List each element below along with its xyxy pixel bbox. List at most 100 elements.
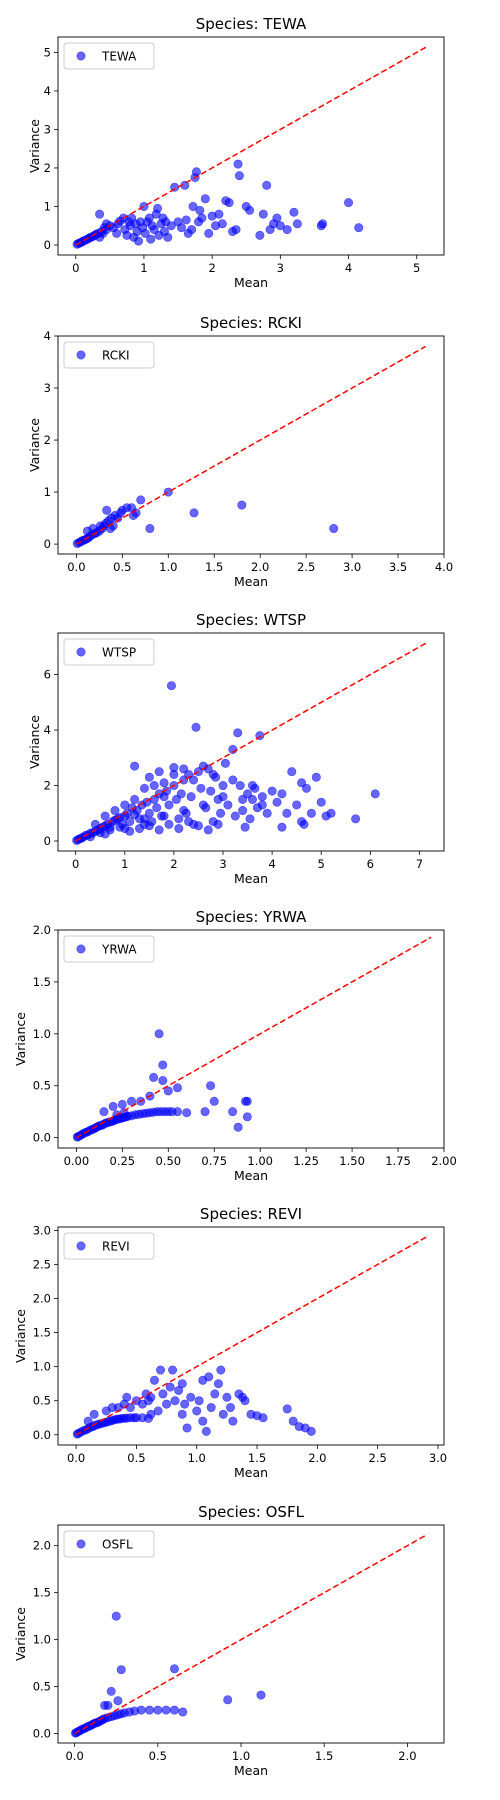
x-tick-label: 2.00 [431, 1154, 457, 1168]
scatter-point [200, 1107, 210, 1117]
y-tick-label: 1.0 [33, 1360, 51, 1374]
legend-marker [76, 944, 86, 954]
scatter-point [179, 764, 189, 774]
scatter-point [116, 1665, 126, 1675]
scatter-point [172, 1107, 182, 1117]
scatter-point [344, 198, 354, 208]
y-tick-label: 1.0 [33, 1633, 51, 1647]
plot-frame [57, 335, 445, 555]
scatter-point [186, 792, 196, 802]
scatter-point [218, 792, 228, 802]
scatter-point [289, 207, 299, 217]
x-tick-label: 2.0 [398, 1749, 416, 1763]
scatter-point [108, 1101, 118, 1111]
scatter-point [176, 789, 186, 799]
scatter-point [306, 808, 316, 818]
x-tick-label: 0.5 [113, 560, 131, 574]
y-tick-label: 2.5 [33, 1257, 51, 1271]
scatter-point [158, 1389, 168, 1399]
scatter-point [210, 1389, 220, 1399]
scatter-point [163, 232, 173, 242]
legend-marker [76, 1539, 86, 1549]
plot-frame [57, 632, 445, 852]
scatter-point [258, 1413, 268, 1423]
x-axis-label: Mean [234, 574, 268, 589]
legend: OSFL [63, 1530, 155, 1558]
scatter-point [169, 763, 179, 773]
scatter-point [177, 1379, 187, 1389]
y-tick-label: 0.5 [33, 1680, 51, 1694]
scatter-point [139, 814, 149, 824]
scatter-point [125, 817, 135, 827]
scatter-series [72, 681, 380, 845]
x-tick-label: 4 [268, 857, 275, 871]
scatter-point [85, 832, 95, 842]
scatter-point [277, 789, 287, 799]
scatter-series [72, 487, 339, 549]
scatter-point [136, 1705, 146, 1715]
legend-box [63, 1530, 155, 1558]
scatter-point [172, 1083, 182, 1093]
scatter-point [329, 524, 339, 534]
scatter-point [176, 223, 186, 233]
reference-diagonal-line [76, 345, 426, 545]
scatter-point [161, 1705, 171, 1715]
legend: REVI [63, 1232, 155, 1260]
chart-panel-4: Species: REVI 0.0 0.5 1.0 1.5 2.0 2.5 3.0 0.0 0.5… [13, 1205, 447, 1480]
scatter-point [83, 1416, 93, 1426]
y-tick-label: 1.5 [33, 1586, 51, 1600]
scatter-point [177, 1409, 187, 1419]
scatter-point [130, 794, 140, 804]
scatter-point [153, 1406, 163, 1416]
scatter-point [201, 1426, 211, 1436]
x-tick-label: 0.0 [65, 1749, 83, 1763]
legend-box [63, 638, 155, 666]
y-axis-label: Variance [13, 1012, 28, 1066]
x-tick-label: 1.5 [205, 560, 223, 574]
scatter-point [223, 1695, 233, 1705]
scatter-series [70, 1611, 266, 1738]
x-tick-label: 1 [140, 261, 147, 275]
scatter-point [149, 1072, 159, 1082]
scatter-point [233, 728, 243, 738]
legend-marker [76, 647, 86, 657]
x-axis-label: Mean [234, 275, 268, 290]
x-tick-label: 1.00 [247, 1154, 273, 1168]
scatter-point [216, 1365, 226, 1375]
scatter-point [111, 1611, 121, 1621]
reference-diagonal-line [75, 642, 428, 842]
plot-frame [57, 1524, 445, 1744]
scatter-point [282, 1404, 292, 1414]
scatter-point [306, 1426, 316, 1436]
scatter-point [139, 201, 149, 211]
x-axis-label: Mean [234, 871, 268, 886]
scatter-point [206, 1403, 216, 1413]
chart-title: Species: TEWA [196, 15, 307, 33]
scatter-point [189, 508, 199, 518]
scatter-point [146, 1409, 156, 1419]
scatter-point [145, 524, 155, 534]
scatter-point [220, 758, 230, 768]
scatter-point [206, 786, 216, 796]
scatter-point [133, 236, 143, 246]
legend: WTSP [63, 638, 155, 666]
chart-title: Species: WTSP [196, 611, 306, 629]
scatter-point [153, 203, 163, 213]
scatter-point [198, 1416, 208, 1426]
scatter-point [225, 1403, 235, 1413]
scatter-point [90, 819, 100, 829]
scatter-point [136, 495, 146, 505]
chart-title: Species: OSFL [198, 1503, 305, 1521]
scatter-point [204, 228, 214, 238]
scatter-point [370, 789, 380, 799]
scatter-point [89, 1409, 99, 1419]
scatter-point [287, 767, 297, 777]
x-tick-label: 1.25 [293, 1154, 319, 1168]
scatter-point [197, 213, 207, 223]
legend-label: TEWA [101, 50, 137, 64]
scatter-point [187, 225, 197, 235]
scatter-point [311, 772, 321, 782]
x-axis-label: Mean [234, 1465, 268, 1480]
x-tick-label: 6 [367, 857, 374, 871]
